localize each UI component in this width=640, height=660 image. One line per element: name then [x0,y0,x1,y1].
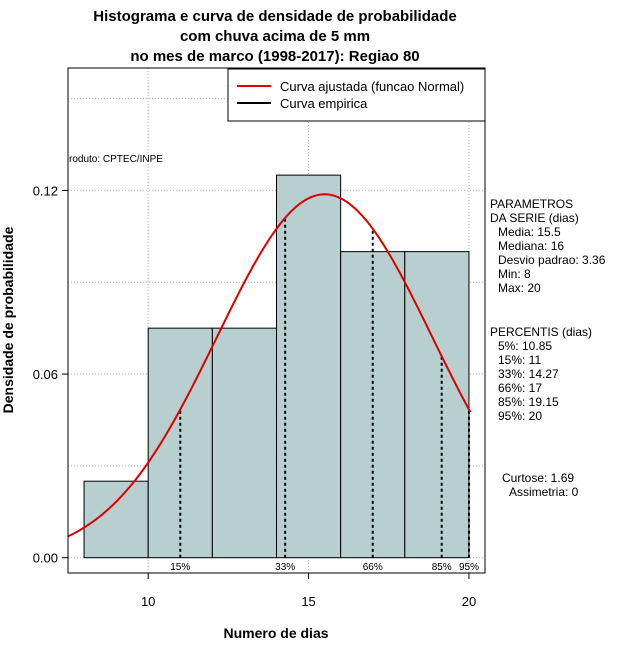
percentil-85: 85%: 19.15 [498,395,559,409]
assimetria: Assimetria: 0 [509,485,579,499]
legend-label-normal: Curva ajustada (funcao Normal) [280,79,464,94]
legend: Curva ajustada (funcao Normal) Curva emp… [227,68,486,122]
param-mediana: Mediana: 16 [498,239,564,253]
y-tick-label-0: 0.00 [33,551,58,566]
statistics-panel: PARAMETROS DA SERIE (dias) Media: 15.5 M… [490,197,606,499]
x-tick-label-10: 10 [141,594,155,609]
x-tick-label-15: 15 [301,594,315,609]
param-min: Min: 8 [498,267,531,281]
param-max: Max: 20 [498,281,541,295]
percentile-label-0: 15% [170,562,190,573]
product-label: roduto: CPTEC/INPE [69,154,163,165]
histogram-bar-3 [276,174,342,559]
x-tick-label-20: 20 [462,594,476,609]
legend-label-empirica: Curva empirica [280,96,368,111]
chart-title: Histograma e curva de densidade de proba… [93,8,456,65]
histogram-bar-0 [83,480,149,559]
curtose: Curtose: 1.69 [502,471,574,485]
plot-frame [67,67,486,574]
histogram-bars [83,174,470,559]
parametros-header-1: PARAMETROS [490,197,573,211]
x-axis-title: Numero de dias [223,625,328,641]
y-axis-title: Densidade de probabilidade [0,226,16,413]
parametros-header-2: DA SERIE (dias) [490,211,579,225]
param-desvio: Desvio padrao: 3.36 [498,253,606,267]
histogram-bar-2 [211,327,278,559]
title-line-1: Histograma e curva de densidade de proba… [93,8,456,25]
title-line-2: com chuva acima de 5 mm [180,28,370,45]
title-line-3: no mes de marco (1998-2017): Regiao 80 [130,48,419,65]
percentil-33: 33%: 14.27 [498,367,559,381]
percentil-15: 15%: 11 [498,353,541,367]
normal-curve [67,193,472,538]
percentis-header: PERCENTIS (dias) [490,325,592,339]
percentile-lines: 15% 33% 66% 85% 95% [170,217,479,573]
axes: 10 15 20 0.00 0.06 0.12 [33,183,477,609]
percentile-label-2: 66% [363,562,383,573]
histogram-bar-5 [404,251,470,559]
percentile-label-3: 85% [432,562,452,573]
legend-box [227,68,486,122]
y-tick-label-2: 0.12 [33,183,58,198]
percentil-95: 95%: 20 [498,409,542,423]
percentil-66: 66%: 17 [498,381,542,395]
param-media: Media: 15.5 [498,225,561,239]
percentil-5: 5%: 10.85 [498,339,552,353]
percentile-label-1: 33% [275,562,295,573]
normal-curve-line [67,193,472,538]
percentile-label-4: 95% [459,562,479,573]
y-tick-label-1: 0.06 [33,367,58,382]
